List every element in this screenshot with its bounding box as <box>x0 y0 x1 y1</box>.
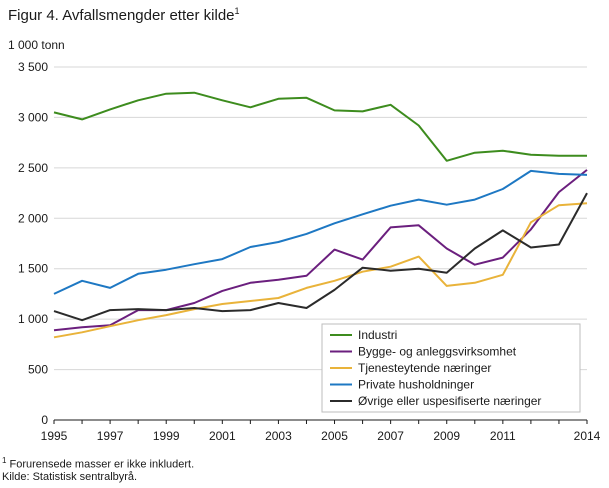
title-footnote-mark: 1 <box>234 6 240 16</box>
footnote: 1 Forurensede masser er ikke inkludert. <box>2 456 195 471</box>
y-tick-label: 0 <box>41 413 48 427</box>
x-tick-label: 2003 <box>265 429 292 443</box>
x-tick-label: 2011 <box>490 429 516 443</box>
series-line-1 <box>53 91 587 162</box>
y-tick-label: 2 000 <box>18 211 48 225</box>
legend-label: Tjenesteytende næringer <box>358 361 491 375</box>
x-tick-label: 2001 <box>209 429 236 443</box>
x-tick-label: 1995 <box>41 429 68 443</box>
y-tick-label: 3 000 <box>18 110 48 124</box>
x-tick-label: 2014 <box>574 429 601 443</box>
x-tick-label: 1999 <box>153 429 180 443</box>
y-axis-unit-label: 1 000 tonn <box>8 38 65 52</box>
y-tick-label: 3 500 <box>18 60 48 74</box>
y-tick-label: 500 <box>28 363 48 377</box>
x-tick-label: 2009 <box>433 429 460 443</box>
y-tick-label: 1 500 <box>18 262 48 276</box>
legend-label: Bygge- og anleggsvirksomhet <box>358 345 517 359</box>
footnote-mark: 1 <box>2 456 7 465</box>
series-line-3 <box>53 202 588 339</box>
series-line-4 <box>53 169 588 295</box>
legend-label: Øvrige eller uspesifiserte næringer <box>358 394 541 408</box>
y-tick-label: 2 500 <box>18 161 48 175</box>
x-tick-label: 1997 <box>97 429 124 443</box>
x-tick-label: 2005 <box>321 429 348 443</box>
legend-label: Private husholdninger <box>358 378 474 392</box>
legend-box <box>321 323 581 413</box>
y-tick-label: 1 000 <box>18 312 48 326</box>
source-note: Kilde: Statistisk sentralbyrå. <box>2 471 138 483</box>
series-line-5 <box>53 192 588 322</box>
series-line-2 <box>53 169 588 332</box>
x-tick-label: 2007 <box>377 429 404 443</box>
legend-label: Industri <box>358 328 397 342</box>
chart-title: Figur 4. Avfallsmengder etter kilde1 <box>8 6 240 24</box>
